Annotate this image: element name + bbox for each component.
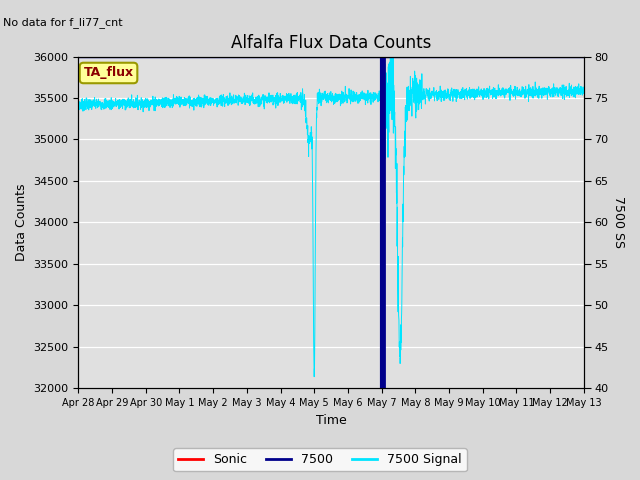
Y-axis label: 7500 SS: 7500 SS <box>612 196 625 249</box>
Legend: Sonic, 7500, 7500 Signal: Sonic, 7500, 7500 Signal <box>173 448 467 471</box>
Title: Alfalfa Flux Data Counts: Alfalfa Flux Data Counts <box>231 34 431 52</box>
Text: No data for f_li77_cnt: No data for f_li77_cnt <box>3 17 123 28</box>
X-axis label: Time: Time <box>316 414 346 427</box>
Text: TA_flux: TA_flux <box>83 67 134 80</box>
Y-axis label: Data Counts: Data Counts <box>15 184 28 261</box>
